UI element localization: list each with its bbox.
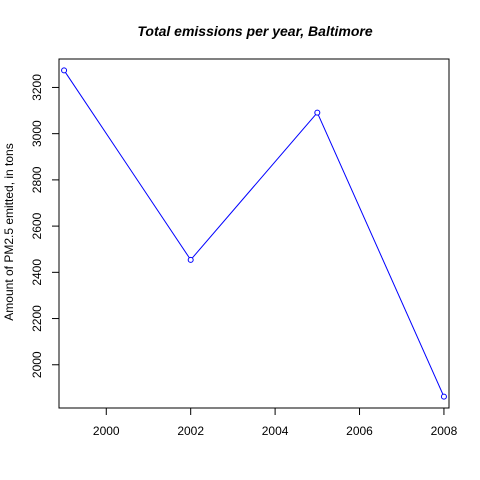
x-tick-label: 2000: [93, 424, 120, 438]
x-tick-label: 2002: [177, 424, 204, 438]
series-line-segment: [317, 114, 444, 395]
y-tick-label: 2800: [30, 166, 44, 193]
data-point: [440, 393, 447, 400]
y-tick-label: 2600: [30, 212, 44, 239]
x-tick-label: 2004: [262, 424, 289, 438]
x-axis: 2000 2002 2004 2006 2008: [93, 408, 458, 438]
series-layer: [61, 67, 447, 400]
data-point: [61, 67, 68, 74]
data-point: [314, 109, 321, 116]
y-tick-label: 2200: [30, 305, 44, 332]
plot-frame: [58, 58, 450, 409]
chart-title: Total emissions per year, Baltimore: [137, 23, 372, 39]
series-line-segment: [65, 72, 190, 259]
y-tick-label: 3200: [30, 74, 44, 101]
y-tick-label: 2400: [30, 259, 44, 286]
x-tick-label: 2008: [431, 424, 458, 438]
data-point: [187, 256, 194, 263]
x-tick-label: 2006: [346, 424, 373, 438]
y-tick-label: 3000: [30, 120, 44, 147]
y-tick-label: 2000: [30, 351, 44, 378]
y-axis-label: Amount of PM2.5 emitted, in tons: [2, 143, 16, 320]
y-axis: 2000 2200 2400 2600 2800 3000 3200: [30, 74, 59, 378]
series-line-segment: [191, 114, 317, 259]
